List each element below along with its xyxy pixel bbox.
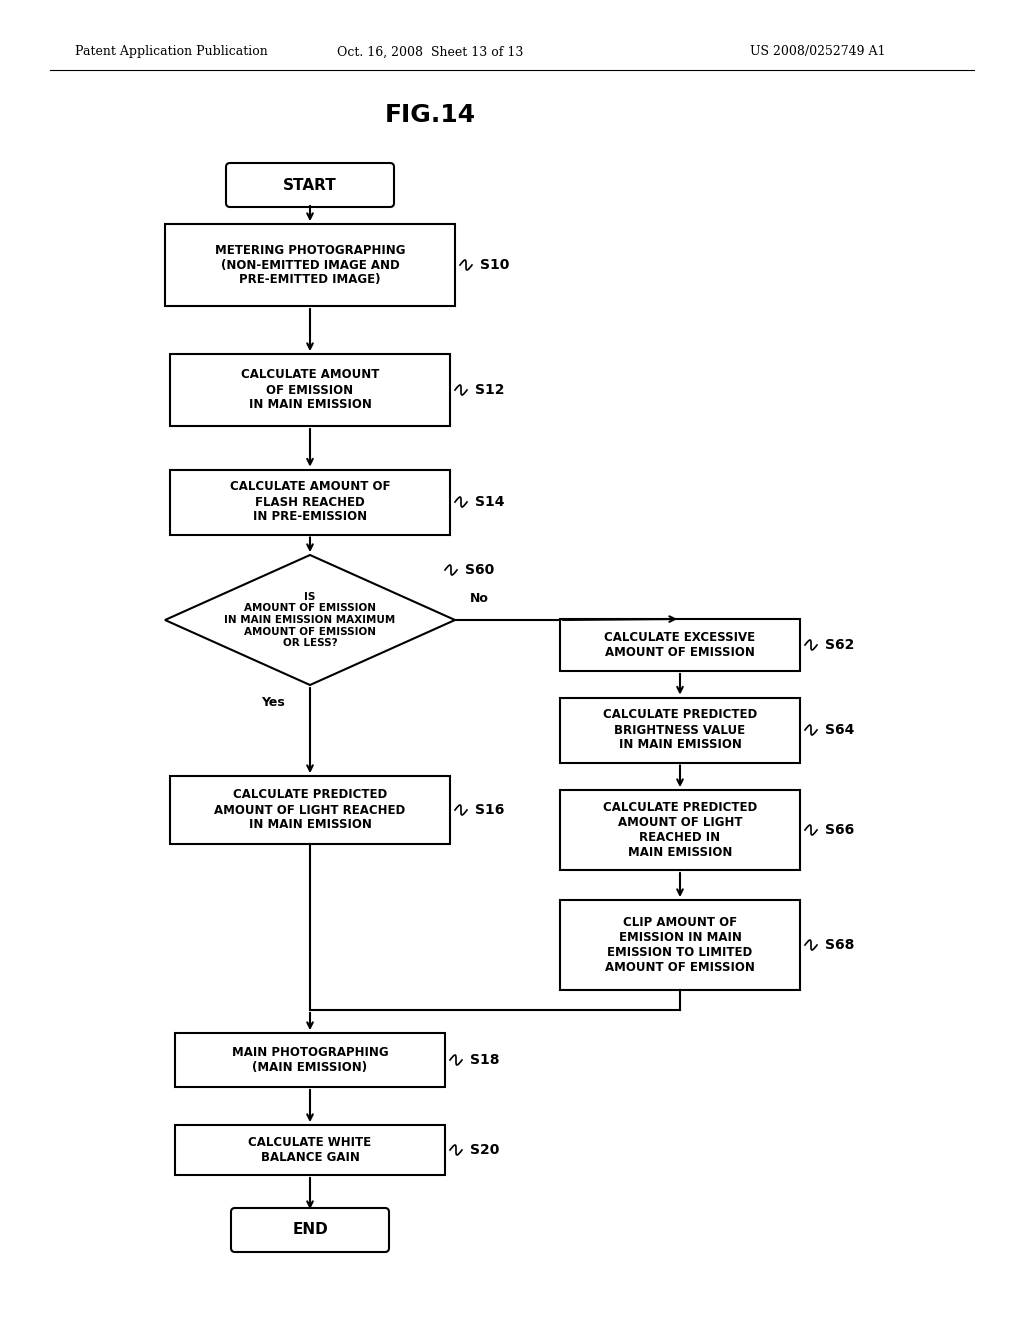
Text: END: END bbox=[292, 1222, 328, 1238]
Bar bbox=[560, 697, 800, 763]
Bar bbox=[175, 1034, 445, 1086]
Text: MAIN PHOTOGRAPHING
(MAIN EMISSION): MAIN PHOTOGRAPHING (MAIN EMISSION) bbox=[231, 1045, 388, 1074]
Text: CALCULATE EXCESSIVE
AMOUNT OF EMISSION: CALCULATE EXCESSIVE AMOUNT OF EMISSION bbox=[604, 631, 756, 659]
Text: IS
AMOUNT OF EMISSION
IN MAIN EMISSION MAXIMUM
AMOUNT OF EMISSION
OR LESS?: IS AMOUNT OF EMISSION IN MAIN EMISSION M… bbox=[224, 591, 395, 648]
Text: CALCULATE AMOUNT
OF EMISSION
IN MAIN EMISSION: CALCULATE AMOUNT OF EMISSION IN MAIN EMI… bbox=[241, 368, 379, 412]
Bar bbox=[170, 776, 450, 843]
Text: US 2008/0252749 A1: US 2008/0252749 A1 bbox=[750, 45, 886, 58]
Text: Oct. 16, 2008  Sheet 13 of 13: Oct. 16, 2008 Sheet 13 of 13 bbox=[337, 45, 523, 58]
Text: S68: S68 bbox=[825, 939, 854, 952]
Text: CALCULATE WHITE
BALANCE GAIN: CALCULATE WHITE BALANCE GAIN bbox=[249, 1137, 372, 1164]
FancyBboxPatch shape bbox=[226, 162, 394, 207]
Text: S62: S62 bbox=[825, 638, 854, 652]
Text: No: No bbox=[470, 591, 488, 605]
FancyBboxPatch shape bbox=[231, 1208, 389, 1251]
Text: CLIP AMOUNT OF
EMISSION IN MAIN
EMISSION TO LIMITED
AMOUNT OF EMISSION: CLIP AMOUNT OF EMISSION IN MAIN EMISSION… bbox=[605, 916, 755, 974]
Bar bbox=[175, 1125, 445, 1175]
Text: START: START bbox=[283, 177, 337, 193]
Text: S66: S66 bbox=[825, 822, 854, 837]
Bar bbox=[560, 789, 800, 870]
Text: Patent Application Publication: Patent Application Publication bbox=[75, 45, 267, 58]
Text: S16: S16 bbox=[475, 803, 505, 817]
Text: S64: S64 bbox=[825, 723, 854, 737]
Text: FIG.14: FIG.14 bbox=[384, 103, 475, 127]
Text: CALCULATE PREDICTED
AMOUNT OF LIGHT REACHED
IN MAIN EMISSION: CALCULATE PREDICTED AMOUNT OF LIGHT REAC… bbox=[214, 788, 406, 832]
Text: S60: S60 bbox=[465, 564, 495, 577]
Bar bbox=[170, 354, 450, 426]
Text: S18: S18 bbox=[470, 1053, 500, 1067]
Text: METERING PHOTOGRAPHING
(NON-EMITTED IMAGE AND
PRE-EMITTED IMAGE): METERING PHOTOGRAPHING (NON-EMITTED IMAG… bbox=[215, 243, 406, 286]
Text: S14: S14 bbox=[475, 495, 505, 510]
Text: CALCULATE PREDICTED
AMOUNT OF LIGHT
REACHED IN
MAIN EMISSION: CALCULATE PREDICTED AMOUNT OF LIGHT REAC… bbox=[603, 801, 757, 859]
Bar bbox=[170, 470, 450, 535]
Bar bbox=[560, 619, 800, 671]
Text: CALCULATE AMOUNT OF
FLASH REACHED
IN PRE-EMISSION: CALCULATE AMOUNT OF FLASH REACHED IN PRE… bbox=[229, 480, 390, 524]
Text: S12: S12 bbox=[475, 383, 505, 397]
Polygon shape bbox=[165, 554, 455, 685]
Text: S10: S10 bbox=[480, 257, 509, 272]
Bar bbox=[165, 224, 455, 306]
Text: S20: S20 bbox=[470, 1143, 500, 1158]
Text: Yes: Yes bbox=[261, 697, 285, 710]
Text: CALCULATE PREDICTED
BRIGHTNESS VALUE
IN MAIN EMISSION: CALCULATE PREDICTED BRIGHTNESS VALUE IN … bbox=[603, 709, 757, 751]
Bar bbox=[560, 900, 800, 990]
